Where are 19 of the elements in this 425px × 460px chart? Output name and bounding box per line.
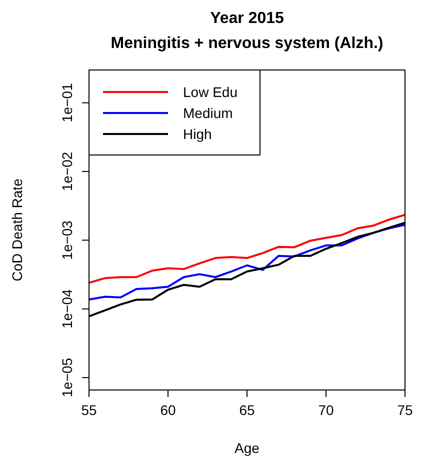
y-tick-label: 1e−02	[59, 152, 75, 192]
legend-label: Medium	[183, 105, 233, 121]
x-tick-label: 60	[160, 402, 176, 418]
legend-label: High	[183, 126, 212, 142]
chart-subtitle: Meningitis + nervous system (Alzh.)	[110, 35, 384, 52]
y-tick-label: 1e−01	[59, 82, 75, 122]
x-tick-label: 55	[81, 402, 97, 418]
x-tick-label: 75	[397, 402, 413, 418]
y-tick-label: 1e−05	[59, 358, 75, 398]
line-series	[89, 214, 405, 284]
y-tick-label: 1e−03	[59, 220, 75, 260]
x-tick-label: 70	[318, 402, 334, 418]
x-tick-label: 65	[239, 402, 255, 418]
y-tick-label: 1e−04	[59, 289, 75, 329]
legend-label: Low Edu	[183, 84, 238, 100]
line-series	[89, 224, 405, 301]
y-axis-title: CoD Death Rate	[9, 178, 25, 282]
x-axis-title: Age	[234, 440, 260, 456]
chart-title: Year 2015	[210, 10, 284, 27]
